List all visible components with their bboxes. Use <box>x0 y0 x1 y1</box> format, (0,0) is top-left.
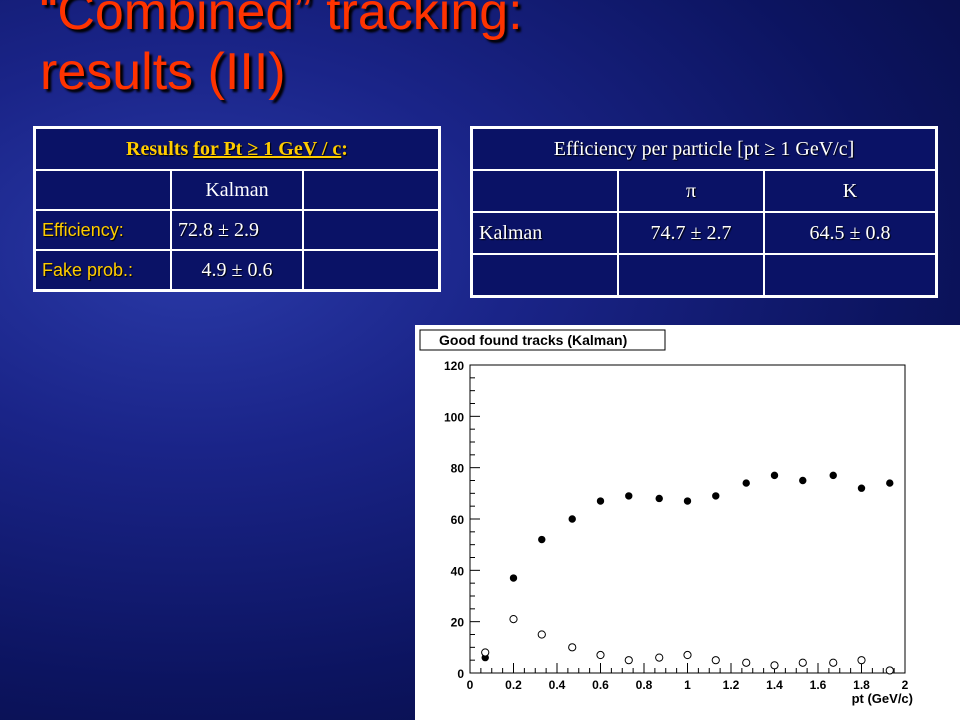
chart-title-box <box>419 329 666 351</box>
data-point-open <box>481 648 490 657</box>
data-point-filled <box>538 535 546 544</box>
y-tick-label: 40 <box>451 564 465 578</box>
results-header-condition: for Pt ≥ 1 GeV / c <box>193 137 342 160</box>
x-tick-label: 2 <box>902 678 909 692</box>
data-point-open <box>509 615 518 624</box>
x-tick-label: 0 <box>467 678 474 692</box>
y-tick-label: 120 <box>444 359 464 373</box>
x-axis-label: pt (GeV/c) <box>852 691 913 706</box>
slide-title-line2: results (III) <box>40 43 286 101</box>
data-point-open <box>798 658 807 667</box>
data-point-filled <box>683 497 692 505</box>
col-kaon: K <box>763 169 938 213</box>
efficiency-chart: Good found tracks (Kalman) 0 20 40 60 80 100 12… <box>415 325 960 720</box>
y-tick-label: 100 <box>444 410 464 424</box>
data-point-open <box>537 630 546 639</box>
x-tick-label: 1 <box>684 678 691 692</box>
particle-table-header: Efficiency per particle [pt ≥ 1 GeV/c] <box>470 126 938 171</box>
data-point-filled <box>857 484 866 492</box>
x-tick-label: 0.8 <box>636 678 653 692</box>
x-tick-label: 0.4 <box>549 678 566 692</box>
particle-row-label-kalman: Kalman <box>470 211 619 255</box>
row-label-efficiency: Efficiency: <box>33 209 172 251</box>
x-tick-label: 0.2 <box>505 678 522 692</box>
data-point-filled <box>770 471 779 480</box>
x-tick-label: 1.6 <box>810 678 827 692</box>
slide-title: “Combined” tracking: results (III) <box>40 0 920 102</box>
data-point-open <box>655 653 664 662</box>
y-tick-label: 80 <box>451 462 465 476</box>
data-point-open <box>885 666 894 675</box>
particle-corner-cell <box>470 169 619 213</box>
data-point-filled <box>596 497 605 505</box>
x-tick-label: 0.6 <box>592 678 609 692</box>
data-point-open <box>857 656 866 665</box>
results-header-prefix: Results <box>126 137 194 160</box>
data-point-open <box>683 650 692 660</box>
y-tick-label: 0 <box>457 667 464 681</box>
results-corner-cell <box>33 169 172 211</box>
results-empty-col <box>302 169 441 211</box>
particle-empty-cell <box>763 253 938 298</box>
results-header-suffix: : <box>341 137 348 160</box>
chart-svg: Good found tracks (Kalman)02040608010012… <box>419 329 913 706</box>
results-empty-cell <box>302 209 441 251</box>
pion-efficiency-value: 74.7 ± 2.7 <box>617 211 765 255</box>
results-table: Results for Pt ≥ 1 GeV / c: Kalman Effic… <box>33 126 441 292</box>
data-point-open <box>742 658 751 667</box>
data-point-filled <box>655 494 663 503</box>
data-point-filled <box>829 471 837 480</box>
col-pion: π <box>617 169 765 213</box>
particle-empty-cell <box>617 253 765 298</box>
data-point-filled <box>509 574 518 582</box>
data-point-filled <box>742 479 750 487</box>
chart-title: Good found tracks (Kalman) <box>439 332 627 348</box>
data-point-open <box>568 643 577 652</box>
results-empty-cell <box>302 249 441 292</box>
data-point-filled <box>886 479 894 487</box>
y-tick-label: 20 <box>451 616 465 630</box>
particle-empty-cell <box>470 253 619 298</box>
data-point-open <box>829 658 838 667</box>
data-point-open <box>624 656 633 665</box>
x-tick-label: 1.8 <box>853 678 870 692</box>
data-point-filled <box>568 515 576 523</box>
data-point-open <box>596 650 605 660</box>
data-point-open <box>711 656 720 665</box>
efficiency-value: 72.8 ± 2.9 <box>170 209 304 251</box>
row-label-fake-prob: Fake prob.: <box>33 249 172 292</box>
results-col-kalman: Kalman <box>170 169 304 211</box>
data-point-filled <box>625 492 633 500</box>
data-point-filled <box>799 476 807 485</box>
y-tick-label: 60 <box>451 513 465 527</box>
kaon-efficiency-value: 64.5 ± 0.8 <box>763 211 938 255</box>
fake-prob-value: 4.9 ± 0.6 <box>170 249 304 292</box>
plot-frame <box>469 364 906 674</box>
data-point-filled <box>712 492 720 500</box>
x-tick-label: 1.2 <box>723 678 740 692</box>
results-table-header: Results for Pt ≥ 1 GeV / c: <box>33 126 441 171</box>
x-tick-label: 1.4 <box>766 678 783 692</box>
data-point-open <box>770 661 779 670</box>
slide-title-line1: “Combined” tracking: <box>40 0 523 41</box>
efficiency-per-particle-table: Efficiency per particle [pt ≥ 1 GeV/c] π… <box>470 126 938 298</box>
